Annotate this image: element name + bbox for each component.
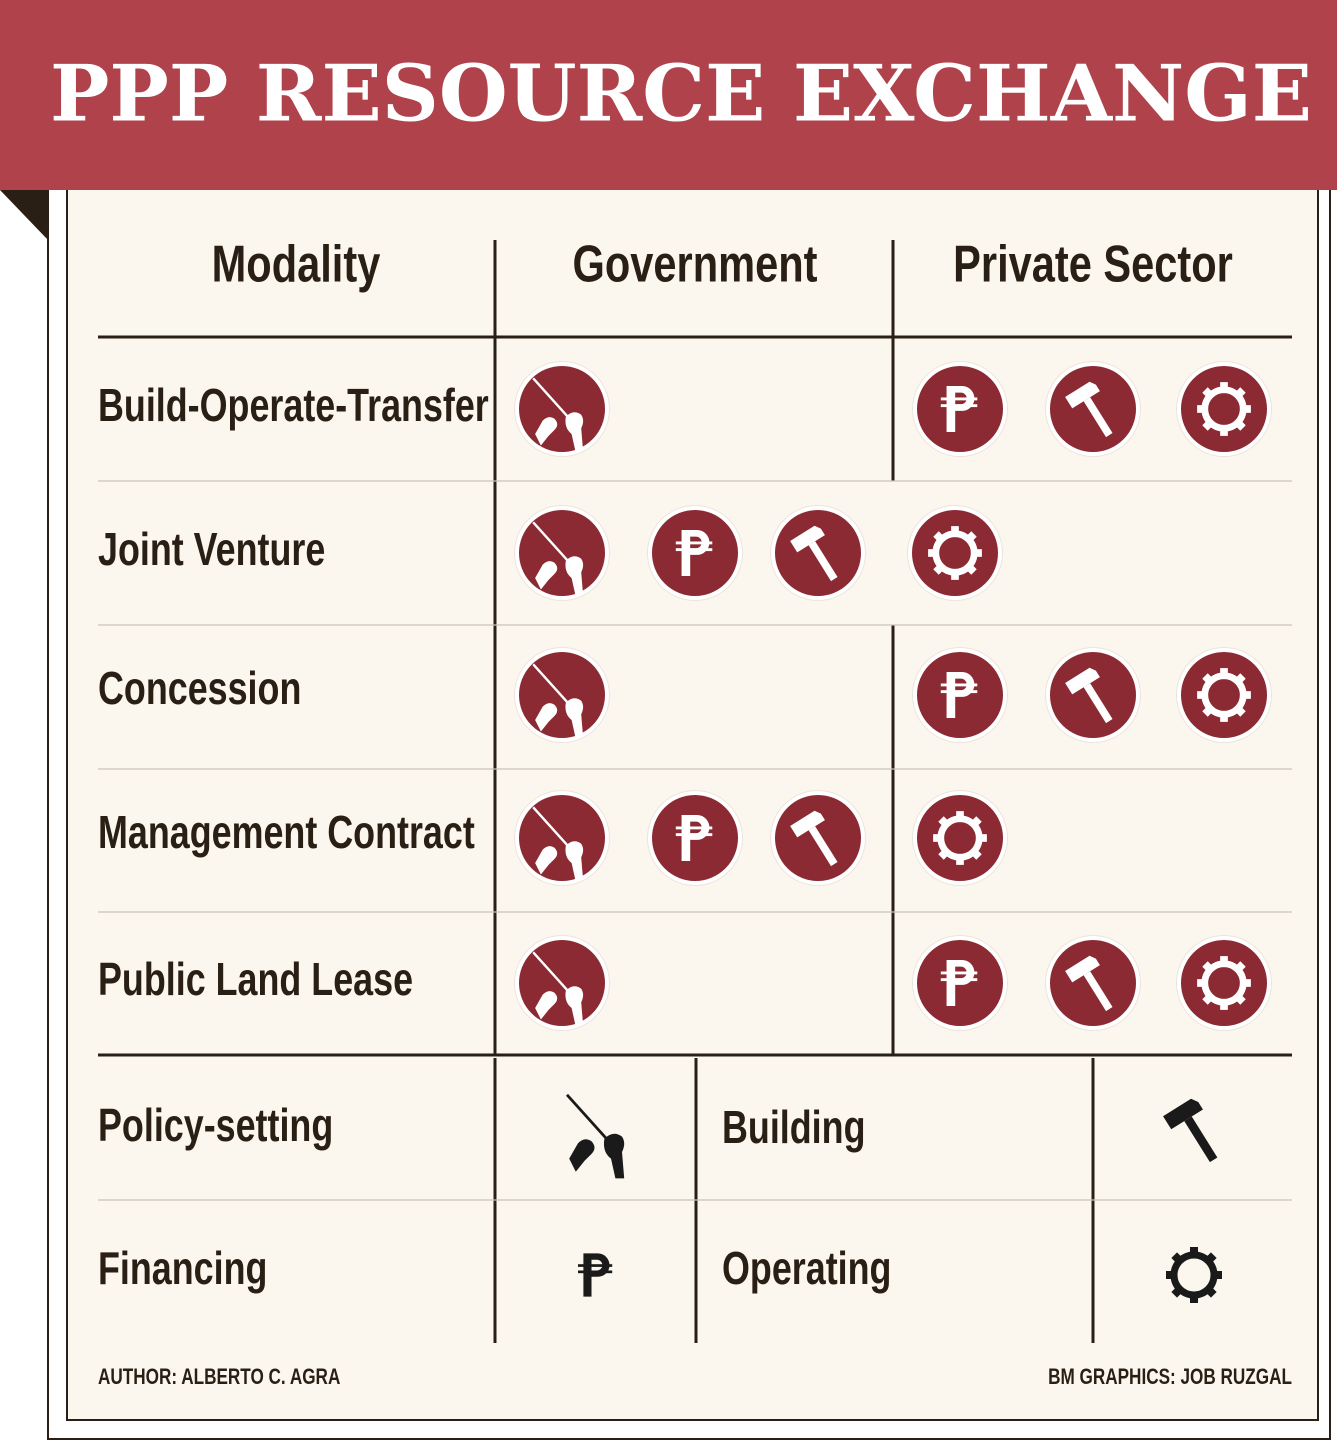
icon-badge	[1174, 933, 1274, 1033]
row-label: Joint Venture	[98, 524, 325, 575]
row-label: Build-Operate-Transfer	[98, 380, 489, 431]
title: PPP RESOURCE EXCHANGE	[50, 49, 1312, 140]
row-label: Public Land Lease	[98, 954, 413, 1005]
icon-badge	[905, 503, 1005, 603]
fold	[0, 190, 48, 240]
table-rule: Modality Government Private Sector	[212, 234, 1233, 293]
legend-label: Building	[722, 1102, 865, 1153]
legend-label: Financing	[98, 1243, 267, 1294]
banner	[0, 0, 1337, 190]
icon-badge	[1174, 359, 1274, 459]
table-rule: AUTHOR: ALBERTO C. AGRA BM GRAPHICS: JOB…	[98, 1365, 1292, 1390]
column-header: Government	[573, 234, 818, 293]
column-header: Modality	[212, 234, 381, 293]
author: AUTHOR: ALBERTO C. AGRA	[98, 1365, 340, 1390]
grid	[98, 240, 1292, 1343]
icon-badge	[1174, 645, 1274, 745]
row-label: Concession	[98, 663, 301, 714]
legend-label: Operating	[722, 1243, 891, 1294]
column-header: Private Sector	[953, 234, 1233, 293]
credit: BM GRAPHICS: JOB RUZGAL	[1048, 1365, 1292, 1390]
icon-badge	[910, 788, 1010, 888]
legend-label: Policy-setting	[98, 1100, 333, 1151]
row-label: Management Contract	[98, 807, 475, 858]
table-rule: Build-Operate-Transfer Joint Venture Con…	[98, 380, 891, 1294]
